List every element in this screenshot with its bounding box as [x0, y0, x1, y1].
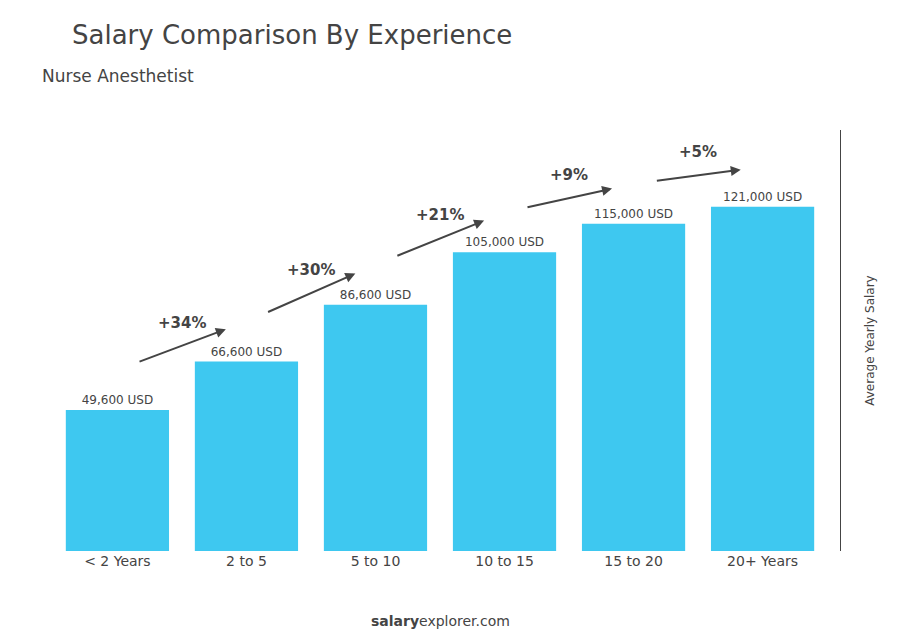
- svg-text:salaryexplorer.com: salaryexplorer.com: [371, 613, 510, 629]
- svg-text:121,000 USD: 121,000 USD: [723, 190, 802, 204]
- svg-text:115,000 USD: 115,000 USD: [594, 207, 673, 221]
- svg-text:< 2 Years: < 2 Years: [84, 553, 150, 569]
- svg-text:+9%: +9%: [550, 166, 588, 184]
- svg-text:5 to 10: 5 to 10: [351, 553, 401, 569]
- svg-text:+30%: +30%: [287, 261, 335, 279]
- svg-text:Salary Comparison By Experienc: Salary Comparison By Experience: [72, 20, 512, 50]
- svg-text:+21%: +21%: [416, 206, 464, 224]
- svg-text:2 to 5: 2 to 5: [226, 553, 267, 569]
- svg-text:20+ Years: 20+ Years: [727, 553, 798, 569]
- svg-text:86,600 USD: 86,600 USD: [340, 288, 411, 302]
- svg-text:Average Yearly Salary: Average Yearly Salary: [863, 275, 877, 405]
- svg-text:Nurse Anesthetist: Nurse Anesthetist: [42, 66, 194, 86]
- svg-text:49,600 USD: 49,600 USD: [82, 393, 153, 407]
- svg-text:+34%: +34%: [158, 314, 206, 332]
- svg-text:15 to 20: 15 to 20: [604, 553, 663, 569]
- svg-text:+5%: +5%: [679, 143, 717, 161]
- svg-text:105,000 USD: 105,000 USD: [465, 235, 544, 249]
- svg-text:10 to 15: 10 to 15: [475, 553, 534, 569]
- svg-text:66,600 USD: 66,600 USD: [211, 345, 282, 359]
